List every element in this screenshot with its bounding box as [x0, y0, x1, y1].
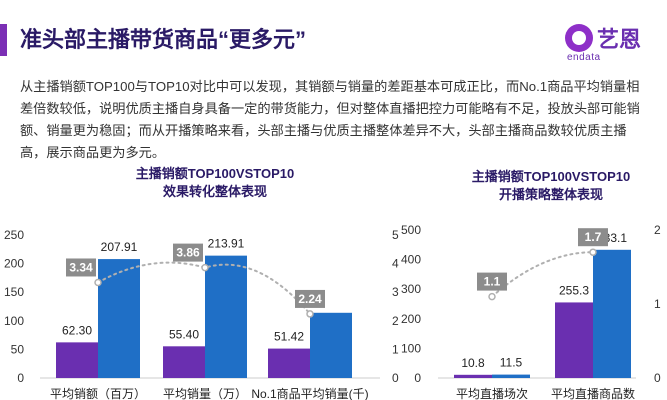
chart2-bar-value-label: 11.5 — [500, 356, 523, 370]
chart2-subtitle: 开播策略整体表现 — [499, 187, 603, 202]
chart1-right-tick: 0 — [392, 371, 399, 385]
chart2-left-tick: 400 — [401, 253, 421, 267]
chart2-left-tick: 300 — [401, 282, 421, 296]
chart1-title: 主播销额TOP100VSTOP10 — [136, 166, 294, 181]
chart1-right-tick: 5 — [392, 228, 399, 242]
chart1-category-label: 平均销量（万） — [163, 387, 247, 400]
chart1-right-tick: 1 — [392, 342, 399, 356]
chart2-ratio-label: 1.7 — [585, 230, 602, 244]
chart1-left-tick: 100 — [4, 314, 24, 328]
chart2-category-label: 平均直播场次 — [456, 387, 528, 400]
brand-logo: 艺恩 endata — [565, 22, 649, 63]
chart1-bar-value-label: 207.91 — [101, 240, 138, 254]
chart2-bar-value-label: 10.8 — [461, 356, 485, 370]
logo-mark-icon — [565, 24, 593, 52]
chart1-bar-value-label: 55.40 — [169, 327, 199, 341]
chart2-right-tick: 0 — [654, 371, 661, 385]
chart2-bar-series2 — [492, 374, 530, 378]
chart1-bar-series2 — [98, 259, 140, 378]
logo-text-en: endata — [567, 52, 601, 63]
chart1-ratio-point — [94, 278, 102, 287]
chart2-bar-value-label: 255.3 — [559, 283, 589, 297]
chart1-bar-value-label: 213.91 — [208, 237, 245, 251]
chart1-left-tick: 150 — [4, 285, 24, 299]
chart2-left-tick: 0 — [414, 371, 421, 385]
chart2-bar-series1 — [555, 302, 593, 378]
chart2-bar-series1 — [454, 374, 492, 378]
chart1-bar-value-label: 51.42 — [274, 330, 304, 344]
chart2-category-label: 平均直播商品数 — [551, 386, 635, 400]
chart1-left-tick: 50 — [11, 342, 25, 356]
chart1-right-tick: 2 — [392, 314, 399, 328]
chart1-right-tick: 3 — [392, 285, 399, 299]
chart1-subtitle: 效果转化整体表现 — [163, 184, 267, 199]
chart2-ratio-point — [488, 292, 496, 301]
chart2-left-tick: 100 — [401, 341, 421, 355]
chart1-ratio-point — [201, 263, 209, 272]
chart2-bar-series2 — [593, 249, 631, 378]
chart1-bar-value-label: 62.30 — [62, 323, 92, 337]
chart-effect-conversion: 主播销额TOP100VSTOP10 效果转化整体表现 0501001502002… — [4, 166, 399, 400]
chart1-left-tick: 250 — [4, 228, 24, 242]
chart-broadcast-strategy: 主播销额TOP100VSTOP10 开播策略整体表现 0 100 200 300 400… — [401, 169, 661, 400]
chart2-left-tick: 200 — [401, 312, 421, 326]
chart2-right-tick: 2 — [654, 223, 661, 237]
chart1-category-label: No.1商品平均销量(千) — [251, 386, 368, 400]
chart2-ratio-badge — [477, 272, 507, 291]
chart1-ratio-point — [306, 310, 314, 318]
chart1-left-tick: 0 — [17, 371, 24, 385]
chart1-ratio-badge — [66, 258, 96, 277]
chart1-left-tick: 200 — [4, 257, 24, 271]
chart1-ratio-label: 3.86 — [176, 246, 200, 260]
title-accent-bar — [0, 24, 7, 56]
chart2-left-tick: 500 — [401, 223, 421, 237]
page-title: 准头部主播带货商品“更多元” — [20, 27, 307, 52]
chart2-ratio-label: 1.1 — [484, 275, 501, 289]
chart1-right-tick: 4 — [392, 257, 399, 271]
chart1-ratio-badge — [295, 289, 325, 308]
chart1-bar-series2 — [205, 255, 247, 378]
chart1-ratio-label: 2.24 — [298, 292, 322, 306]
chart2-ratio-badge — [578, 228, 608, 247]
chart2-ratio-point — [589, 248, 597, 256]
chart1-bar-series1 — [163, 346, 205, 378]
chart1-bar-series1 — [268, 348, 310, 378]
chart1-bar-series2 — [310, 312, 352, 378]
chart1-bar-series1 — [56, 342, 98, 378]
chart2-right-tick: 1 — [654, 297, 661, 311]
logo-text-cn: 艺恩 — [597, 27, 642, 52]
chart1-ratio-label: 3.34 — [69, 260, 93, 274]
chart1-ratio-line — [97, 261, 311, 315]
chart1-ratio-badge — [173, 243, 203, 262]
summary-paragraph: 从主播销额TOP100与TOP10对比中可以发现，其销额与销量的差距基本可成正比… — [20, 79, 640, 160]
chart1-category-label: 平均销额（百万） — [50, 387, 146, 400]
chart2-title: 主播销额TOP100VSTOP10 — [472, 169, 630, 184]
